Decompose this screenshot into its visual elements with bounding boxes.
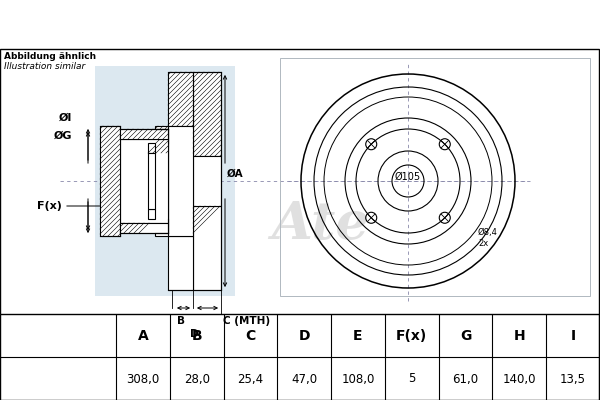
Bar xyxy=(120,223,168,233)
Text: Ate: Ate xyxy=(271,198,369,250)
Text: H: H xyxy=(514,329,525,343)
Text: F(x): F(x) xyxy=(396,329,427,343)
Text: G: G xyxy=(460,329,471,343)
Text: 108,0: 108,0 xyxy=(341,372,374,386)
Bar xyxy=(193,72,221,156)
Text: Ø105: Ø105 xyxy=(395,172,421,182)
Text: 13,5: 13,5 xyxy=(560,372,586,386)
Bar xyxy=(168,126,193,236)
Text: ØH: ØH xyxy=(169,169,187,179)
Bar xyxy=(155,153,168,209)
Text: 61,0: 61,0 xyxy=(452,372,479,386)
Text: ØI: ØI xyxy=(59,113,72,123)
Bar xyxy=(193,156,221,206)
Text: B: B xyxy=(191,329,202,343)
Bar xyxy=(155,209,168,236)
Text: F(x): F(x) xyxy=(37,201,62,211)
Bar xyxy=(280,58,590,296)
Text: 308,0: 308,0 xyxy=(126,372,160,386)
Text: ØA: ØA xyxy=(227,169,244,179)
Text: 5: 5 xyxy=(408,372,415,386)
Bar xyxy=(193,206,221,290)
Text: 428182: 428182 xyxy=(395,14,482,34)
Bar xyxy=(168,236,193,290)
Text: C: C xyxy=(245,329,256,343)
Bar xyxy=(95,66,235,296)
Text: Illustration similar: Illustration similar xyxy=(4,62,85,71)
Bar xyxy=(155,126,168,153)
Bar xyxy=(148,143,155,153)
Text: 24.0128-0182.1: 24.0128-0182.1 xyxy=(130,14,314,34)
Bar xyxy=(120,139,168,223)
Text: D: D xyxy=(190,329,199,339)
Text: 28,0: 28,0 xyxy=(184,372,209,386)
Text: 2x: 2x xyxy=(478,238,488,248)
Bar xyxy=(148,153,155,209)
Text: ØG: ØG xyxy=(53,131,72,141)
Text: 47,0: 47,0 xyxy=(291,372,317,386)
Text: 140,0: 140,0 xyxy=(503,372,536,386)
Text: Ø8,4: Ø8,4 xyxy=(478,228,498,238)
Bar xyxy=(120,129,168,139)
Text: E: E xyxy=(353,329,363,343)
Text: C (MTH): C (MTH) xyxy=(223,316,270,326)
Text: ØE: ØE xyxy=(136,169,152,179)
Text: D: D xyxy=(298,329,310,343)
Text: B: B xyxy=(176,316,185,326)
Text: Abbildung ähnlich: Abbildung ähnlich xyxy=(4,52,96,61)
Bar xyxy=(100,126,120,236)
Text: A: A xyxy=(137,329,148,343)
Text: 25,4: 25,4 xyxy=(238,372,263,386)
Bar xyxy=(168,72,193,126)
Bar xyxy=(148,209,155,219)
Text: I: I xyxy=(571,329,575,343)
